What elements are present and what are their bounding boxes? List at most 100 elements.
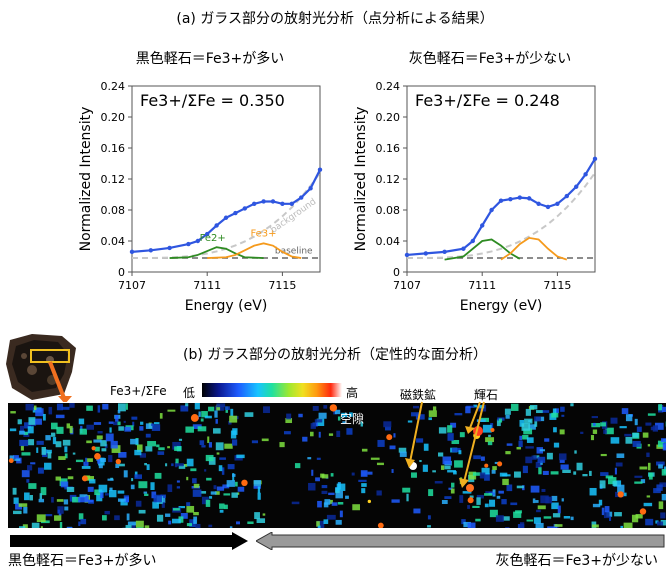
- map-pixel: [93, 422, 102, 425]
- map-pixel: [224, 443, 233, 449]
- bottom-left-label: 黒色軽石＝Fe3+が多い: [8, 553, 157, 569]
- map-pixel: [253, 480, 261, 487]
- map-pixel: [253, 485, 261, 489]
- map-pixel: [331, 502, 338, 506]
- map-pixel: [314, 419, 323, 423]
- map-pixel: [328, 492, 335, 496]
- map-pixel: [192, 424, 202, 429]
- map-pixel: [484, 493, 493, 496]
- ratio-label: Fe3+/ΣFe = 0.350: [140, 91, 285, 110]
- map-pixel: [324, 499, 331, 505]
- map-pixel: [528, 424, 536, 430]
- map-pixel: [590, 435, 595, 441]
- map-pixel: [506, 484, 513, 492]
- map-pixel: [175, 458, 179, 464]
- map-pixel: [432, 470, 436, 473]
- map-pixel: [58, 456, 66, 460]
- data-point: [583, 172, 588, 177]
- data-point: [242, 206, 247, 211]
- map-pixel: [454, 413, 463, 416]
- map-pixel: [147, 441, 157, 447]
- map-pixel: [232, 473, 235, 481]
- map-pixel: [78, 418, 85, 425]
- map-pixel: [647, 413, 656, 416]
- series-line: [169, 246, 264, 259]
- map-pixel: [551, 412, 559, 418]
- map-pixel: [96, 493, 103, 502]
- map-pixel: [328, 433, 334, 436]
- map-pixel: [41, 446, 46, 455]
- map-pixel: [230, 430, 237, 439]
- map-pixel: [593, 422, 596, 426]
- section-b-title: (b) ガラス部分の放射光分析（定性的な面分析）: [183, 347, 487, 363]
- y-tick-label: 0.24: [376, 80, 401, 93]
- map-pixel: [186, 476, 189, 481]
- map-pixel: [442, 456, 452, 465]
- map-pixel: [625, 414, 633, 422]
- map-pixel: [213, 428, 221, 434]
- map-pixel: [642, 432, 649, 438]
- map-pixel: [64, 446, 68, 453]
- map-pixel: [159, 413, 163, 419]
- map-pixel: [428, 410, 437, 417]
- x-tick-label: 7111: [193, 279, 221, 292]
- map-pixel: [126, 513, 130, 521]
- map-pixel: [125, 524, 132, 528]
- map-pixel: [367, 471, 373, 475]
- map-hotspot: [497, 461, 503, 467]
- map-pixel: [561, 414, 565, 417]
- map-pixel: [19, 430, 25, 435]
- map-pixel: [311, 469, 314, 476]
- map-pixel: [136, 527, 144, 528]
- map-pixel: [444, 465, 451, 470]
- data-point: [517, 195, 522, 200]
- map-hotspot: [617, 491, 624, 498]
- map-pixel: [51, 497, 54, 503]
- chart-left-title: 黒色軽石＝Fe3+が多い: [135, 51, 285, 67]
- map-pixel: [312, 406, 319, 411]
- map-pixel: [104, 510, 110, 515]
- map-pixel: [634, 475, 643, 478]
- map-pixel: [653, 488, 661, 494]
- map-pixel: [601, 507, 605, 516]
- map-pixel: [94, 489, 103, 496]
- data-point: [574, 184, 579, 189]
- map-pixel: [89, 479, 96, 484]
- map-pixel: [215, 442, 224, 451]
- map-pixel: [346, 428, 353, 435]
- map-pixel: [97, 405, 101, 413]
- map-pixel: [393, 433, 396, 438]
- map-pixel: [632, 440, 641, 447]
- map-pixel: [237, 486, 245, 492]
- map-pixel: [489, 509, 498, 518]
- map-pixel: [228, 420, 232, 425]
- map-pixel: [244, 412, 254, 417]
- map-pixel: [235, 481, 238, 487]
- map-pixel: [205, 454, 214, 462]
- map-pixel: [543, 516, 552, 519]
- map-pixel: [541, 488, 546, 492]
- y-tick-label: 0.20: [376, 111, 401, 124]
- y-tick-label: 0.24: [101, 80, 126, 93]
- map-pixel: [645, 422, 652, 426]
- map-pixel: [107, 478, 114, 481]
- map-pixel: [479, 472, 486, 479]
- data-point: [461, 246, 466, 251]
- map-pixel: [174, 446, 182, 451]
- map-pixel: [231, 439, 238, 446]
- map-pixel: [428, 489, 434, 497]
- map-pixel: [492, 466, 497, 471]
- map-pixel: [165, 513, 171, 517]
- map-pixel: [24, 492, 30, 501]
- y-tick-label: 0.04: [101, 235, 126, 248]
- map-pixel: [69, 425, 73, 434]
- map-pixel: [522, 465, 528, 474]
- map-pixel: [498, 418, 503, 423]
- map-pixel: [407, 420, 413, 423]
- map-pixel: [661, 493, 666, 501]
- map-hotspot: [94, 452, 101, 460]
- map-pixel: [656, 461, 665, 466]
- map-pixel: [656, 521, 664, 526]
- map-pixel: [226, 480, 235, 487]
- map-pixel: [204, 415, 212, 419]
